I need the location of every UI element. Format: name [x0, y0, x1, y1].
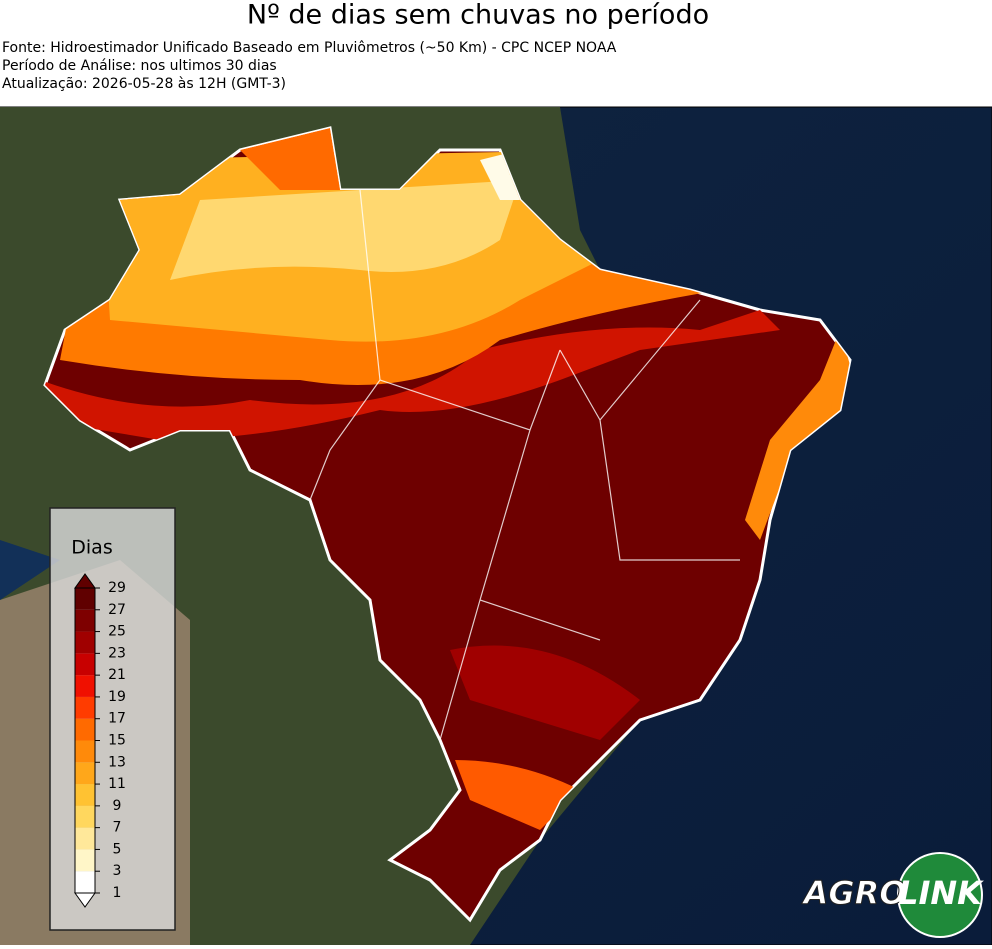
colorbar-segment	[75, 653, 95, 676]
colorbar-tick-label: 25	[108, 624, 126, 640]
colorbar-segment	[75, 696, 95, 719]
colorbar-tick-label: 1	[113, 885, 122, 901]
colorbar-segment	[75, 871, 95, 893]
logo: AGRO LINK	[800, 852, 984, 938]
colorbar-segment	[75, 588, 95, 610]
colorbar-segment	[75, 675, 95, 697]
colorbar-segment	[75, 762, 95, 785]
colorbar-tick-label: 29	[108, 580, 126, 596]
colorbar-segment	[75, 784, 95, 806]
colorbar-tick-label: 11	[108, 776, 126, 792]
colorbar-segment	[75, 740, 95, 763]
colorbar-tick-label: 17	[108, 711, 126, 727]
colorbar-segment	[75, 805, 95, 828]
updated: Atualização: 2026-05-28 às 12H (GMT-3)	[2, 76, 286, 92]
colorbar-tick-label: 15	[108, 733, 126, 749]
colorbar-tick-label: 13	[108, 754, 126, 770]
source: Fonte: Hidroestimador Unificado Baseado …	[2, 40, 617, 56]
legend-box	[49, 507, 176, 931]
colorbar-tick-label: 3	[113, 863, 122, 879]
logo-part1: AGRO	[801, 874, 907, 912]
colorbar-tick-label: 21	[108, 667, 126, 683]
pacific	[0, 540, 60, 600]
logo-circle	[897, 852, 983, 938]
colorbar-segment	[75, 827, 95, 850]
colorbar-tick-label: 9	[113, 798, 122, 814]
colorbar-segment	[75, 609, 95, 632]
legend-title: Dias	[71, 537, 112, 559]
period: Período de Análise: nos ultimos 30 dias	[2, 58, 277, 74]
rain-areas	[45, 128, 850, 830]
colorbar-tick-label: 5	[113, 841, 122, 857]
colorbar-tick-label: 23	[108, 645, 126, 661]
colorbar-segment	[75, 631, 95, 654]
logo-part2: LINK	[898, 874, 984, 912]
colorbar-segment	[75, 718, 95, 741]
colorbar-tick-label: 27	[108, 602, 126, 618]
title: Nº de dias sem chuvas no período	[247, 0, 709, 31]
colorbar-segment	[75, 849, 95, 872]
colorbar-tick-label: 19	[108, 689, 126, 705]
state-borders	[309, 189, 740, 741]
colorbar-tick-label: 7	[113, 820, 122, 836]
